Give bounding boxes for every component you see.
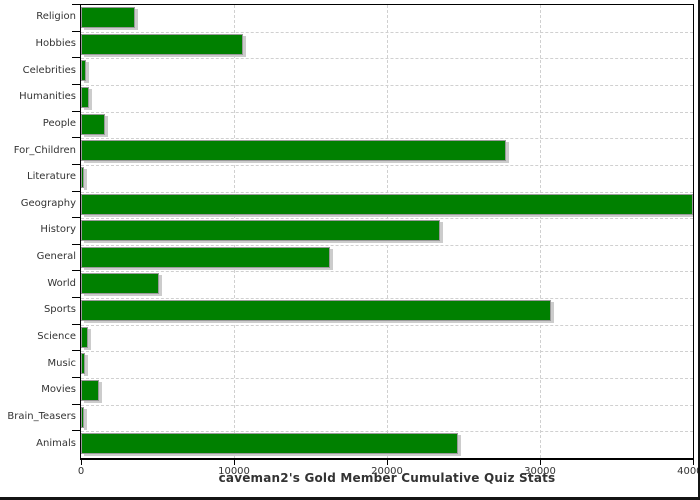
gridline-horizontal — [81, 244, 693, 246]
bar-religion — [81, 7, 136, 28]
category-label-for_children: For_Children — [13, 144, 76, 156]
bar-celebrities — [81, 60, 87, 82]
gridline-horizontal — [81, 298, 693, 300]
category-tick — [72, 190, 80, 192]
x-axis-tick-label-30000: 30000 — [524, 466, 556, 477]
bar-music — [81, 353, 85, 375]
bar-brain_teasers — [81, 406, 85, 428]
gridline-horizontal — [81, 191, 693, 193]
bar-animals — [81, 433, 459, 455]
gridline-horizontal — [81, 351, 693, 353]
category-label-literature: Literature — [27, 171, 76, 183]
category-label-hobbies: Hobbies — [35, 37, 76, 49]
bar-world — [81, 273, 160, 295]
category-label-history: History — [40, 224, 76, 236]
category-label-general: General — [36, 251, 76, 263]
category-tick — [72, 4, 80, 5]
plot-area — [80, 4, 694, 460]
bar-hobbies — [81, 33, 244, 55]
category-label-movies: Movies — [41, 384, 76, 396]
bar-geography — [81, 193, 693, 215]
x-axis-tick-10000 — [234, 460, 235, 465]
category-tick — [72, 83, 80, 85]
category-tick — [72, 163, 80, 165]
x-axis-tick-0 — [81, 460, 82, 465]
bar-movies — [81, 380, 99, 402]
x-axis-tick-40000 — [693, 460, 694, 465]
bar-literature — [81, 166, 84, 188]
gridline-horizontal — [81, 271, 693, 273]
category-tick — [72, 377, 80, 379]
gridline-horizontal — [81, 111, 693, 113]
x-axis-tick-30000 — [540, 460, 541, 465]
gridline-horizontal — [81, 404, 693, 406]
category-tick — [72, 217, 80, 219]
bar-humanities — [81, 86, 89, 108]
category-label-music: Music — [47, 357, 76, 369]
bar-people — [81, 113, 106, 135]
gridline-horizontal — [81, 31, 693, 33]
gridline-horizontal — [81, 164, 693, 166]
bar-general — [81, 246, 330, 268]
category-label-humanities: Humanities — [19, 91, 76, 103]
category-tick — [72, 270, 80, 272]
category-tick — [72, 297, 80, 299]
category-label-religion: Religion — [36, 11, 76, 23]
bar-history — [81, 220, 440, 242]
category-label-sports: Sports — [43, 304, 76, 316]
category-tick — [72, 57, 80, 59]
bar-sports — [81, 300, 551, 322]
category-tick — [72, 110, 80, 112]
x-axis-tick-label-40000: 40000 — [677, 466, 698, 477]
category-tick — [72, 430, 80, 432]
chart-title: caveman2's Gold Member Cumulative Quiz S… — [218, 471, 556, 485]
category-tick — [72, 243, 80, 245]
x-axis-tick-label-10000: 10000 — [218, 466, 250, 477]
gridline-horizontal — [81, 431, 693, 433]
category-label-brain_teasers: Brain_Teasers — [7, 411, 76, 423]
x-axis-tick-20000 — [387, 460, 388, 465]
gridline-horizontal — [81, 218, 693, 220]
bar-science — [81, 326, 89, 348]
category-tick — [72, 350, 80, 352]
category-label-celebrities: Celebrities — [22, 64, 76, 76]
gridline-horizontal — [81, 324, 693, 326]
category-label-animals: Animals — [36, 437, 76, 449]
category-tick — [72, 403, 80, 405]
category-tick — [72, 323, 80, 325]
category-tick — [72, 30, 80, 32]
gridline-horizontal — [81, 378, 693, 380]
bar-for_children — [81, 140, 506, 162]
x-axis-tick-label-20000: 20000 — [371, 466, 403, 477]
gridline-horizontal — [81, 84, 693, 86]
category-label-people: People — [42, 117, 76, 129]
gridline-horizontal — [81, 58, 693, 60]
category-label-world: World — [47, 277, 76, 289]
gridline-horizontal — [81, 138, 693, 140]
gridline-vertical-30000 — [540, 5, 541, 458]
x-axis-tick-label-0: 0 — [77, 466, 85, 477]
category-label-science: Science — [37, 331, 76, 343]
category-label-geography: Geography — [20, 197, 76, 209]
category-tick — [72, 137, 80, 139]
